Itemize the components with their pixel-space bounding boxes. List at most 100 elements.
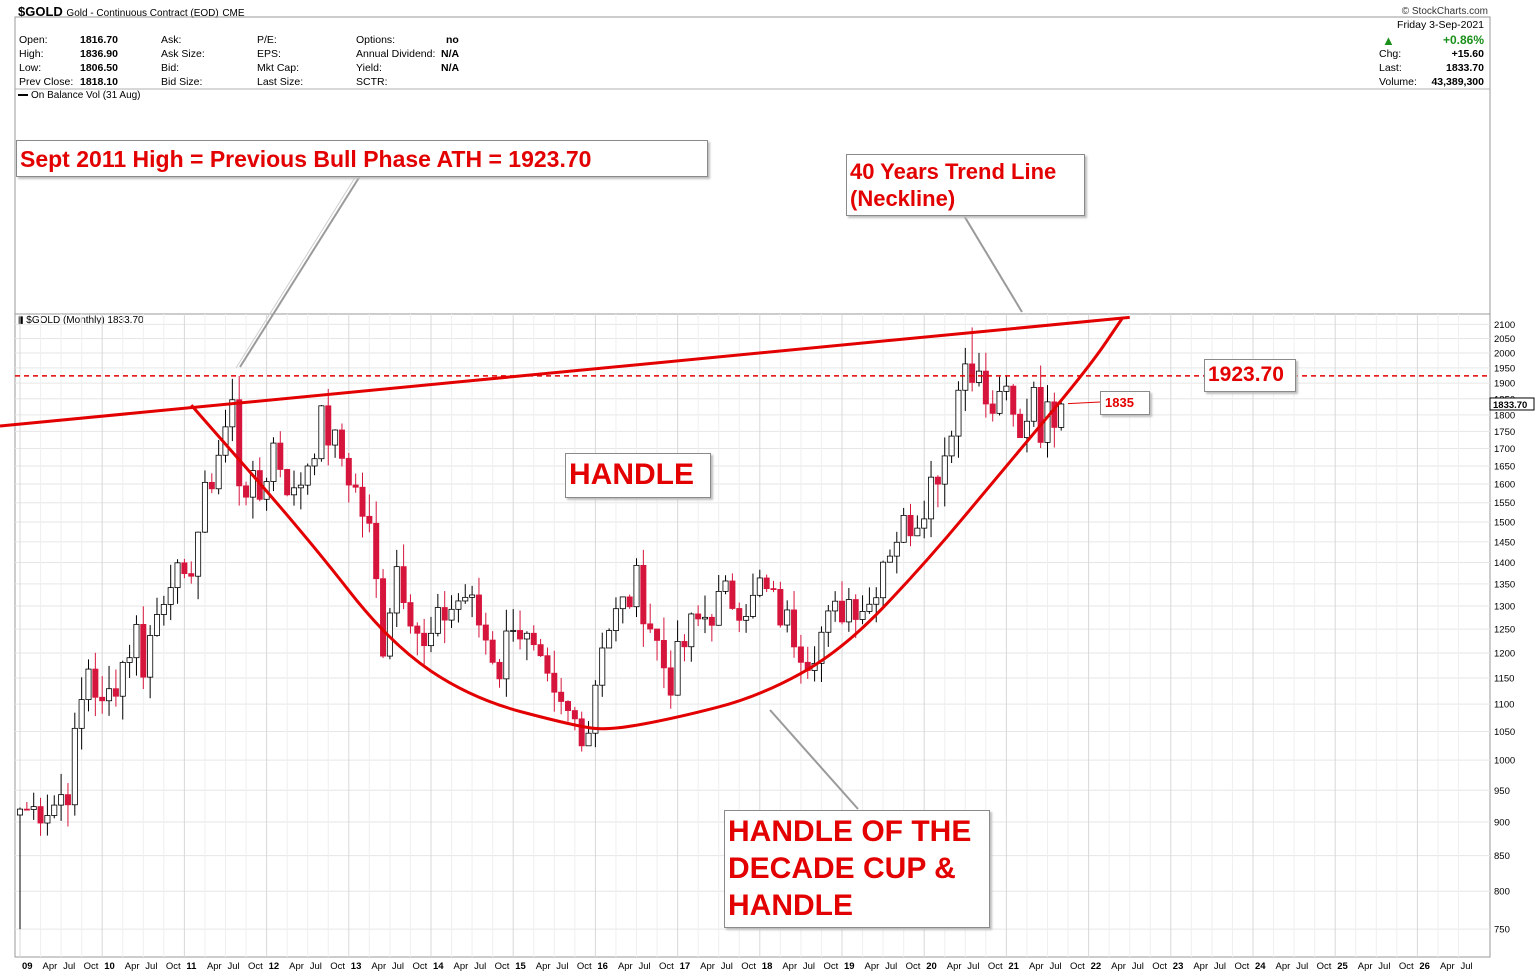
trend-line-callout-line2: (Neckline): [850, 186, 956, 211]
candle-up: [1003, 385, 1010, 392]
last-size-label: Last Size:: [257, 76, 304, 88]
trend-line-callout: 40 Years Trend Line (Neckline): [846, 154, 1085, 216]
candle-down: [1017, 413, 1024, 438]
credit: © StockCharts.com: [1401, 6, 1488, 17]
x-tick-label: Jul: [1461, 961, 1473, 972]
candle-icon: ▮: [18, 315, 24, 326]
candle-up: [880, 561, 887, 599]
x-tick-label: Jul: [885, 961, 897, 972]
y-tick-label: 1100: [1494, 700, 1514, 711]
candle-up: [455, 600, 462, 610]
last-price-tag: [1489, 397, 1535, 411]
candle-up: [921, 518, 928, 529]
candle-up: [462, 596, 469, 602]
candle-down: [37, 806, 44, 824]
ask-label: Ask:: [161, 34, 182, 46]
x-tick-label: Apr: [1111, 961, 1126, 972]
candle-up: [249, 470, 256, 498]
chg-value: +15.60: [1451, 48, 1484, 60]
chg-label: Chg:: [1379, 48, 1402, 60]
trend-line-callout-line1: 40 Years Trend Line: [850, 159, 1057, 184]
yield-value: N/A: [441, 62, 460, 74]
x-tick-label: Oct: [823, 961, 838, 972]
candle-down: [695, 613, 702, 620]
ath-callout-pointer: [239, 175, 361, 368]
candle-down: [530, 632, 537, 646]
x-tick-label: 10: [104, 961, 115, 972]
x-tick-label: Oct: [1234, 961, 1249, 972]
x-tick-label: Jul: [310, 961, 322, 972]
ask-size-label: Ask Size:: [161, 48, 205, 60]
x-tick-label: Jul: [1378, 961, 1390, 972]
candle-down: [1037, 386, 1044, 443]
x-tick-label: Oct: [741, 961, 756, 972]
candle-up: [297, 484, 304, 489]
candle-down: [373, 522, 380, 580]
options-label: Options:: [356, 34, 396, 46]
candle-up: [427, 632, 434, 647]
candle-down: [797, 646, 804, 663]
candle-up: [201, 481, 208, 533]
candle-up: [160, 604, 167, 615]
candle-down: [982, 370, 989, 405]
y-tick-label: 1550: [1494, 498, 1515, 509]
x-tick-label: Apr: [1440, 961, 1455, 972]
candle-down: [482, 624, 489, 641]
candle-up: [900, 514, 907, 543]
x-tick-label: Oct: [988, 961, 1003, 972]
candle-down: [366, 515, 373, 524]
candle-up: [619, 596, 626, 610]
candle-down: [1051, 401, 1058, 428]
x-tick-label: 25: [1337, 961, 1348, 972]
x-tick-label: Apr: [947, 961, 962, 972]
candle-down: [708, 616, 715, 626]
candle-up: [434, 607, 441, 634]
x-tick-label: Apr: [454, 961, 469, 972]
candle-up: [126, 657, 133, 663]
yield-label: Yield:: [356, 62, 382, 74]
x-tick-label: Jul: [228, 961, 240, 972]
candle-up: [845, 599, 852, 623]
candle-up: [914, 527, 921, 537]
x-tick-label: Jul: [1132, 961, 1144, 972]
candle-down: [64, 794, 71, 806]
decade-callout: HANDLE OF THE DECADE CUP & HANDLE: [724, 810, 990, 928]
candle-up: [30, 806, 37, 810]
level-1835-connector: [1067, 401, 1101, 405]
x-tick-label: Apr: [1029, 961, 1044, 972]
y-tick-label: 2100: [1494, 320, 1515, 331]
cup-arc: [190, 316, 1125, 731]
candle-down: [558, 691, 565, 702]
low-value: 1806.50: [80, 62, 118, 74]
x-tick-label: Apr: [43, 961, 58, 972]
candle-down: [496, 661, 503, 680]
symbol-title: $GOLD Gold - Continuous Contract (EOD) C…: [18, 4, 245, 19]
candle-up: [1023, 420, 1030, 438]
candle-down: [1010, 385, 1017, 415]
y-tick-label: 850: [1494, 851, 1510, 862]
candle-down: [441, 607, 448, 621]
x-tick-label: 15: [515, 961, 526, 972]
candle-up: [996, 390, 1003, 414]
candle-up: [688, 613, 695, 648]
candle-down: [654, 628, 661, 641]
candle-down: [578, 718, 585, 747]
x-tick-label: Jul: [721, 961, 733, 972]
x-tick-label: Oct: [906, 961, 921, 972]
candle-up: [71, 727, 78, 806]
x-tick-label: Oct: [577, 961, 592, 972]
candle-up: [599, 647, 606, 686]
candle-up: [311, 458, 318, 467]
x-tick-label: 16: [597, 961, 608, 972]
mkt-cap-label: Mkt Cap:: [257, 62, 300, 74]
y-tick-label: 1250: [1494, 625, 1515, 636]
y-tick-label: 1800: [1494, 410, 1515, 421]
volume-value: 43,389,300: [1431, 76, 1484, 88]
annual-dividend-value: N/A: [441, 48, 460, 60]
candle-down: [338, 429, 345, 459]
candle-down: [640, 564, 647, 625]
candle-down: [537, 644, 544, 657]
candle-up: [469, 594, 476, 598]
candle-up: [784, 609, 791, 626]
